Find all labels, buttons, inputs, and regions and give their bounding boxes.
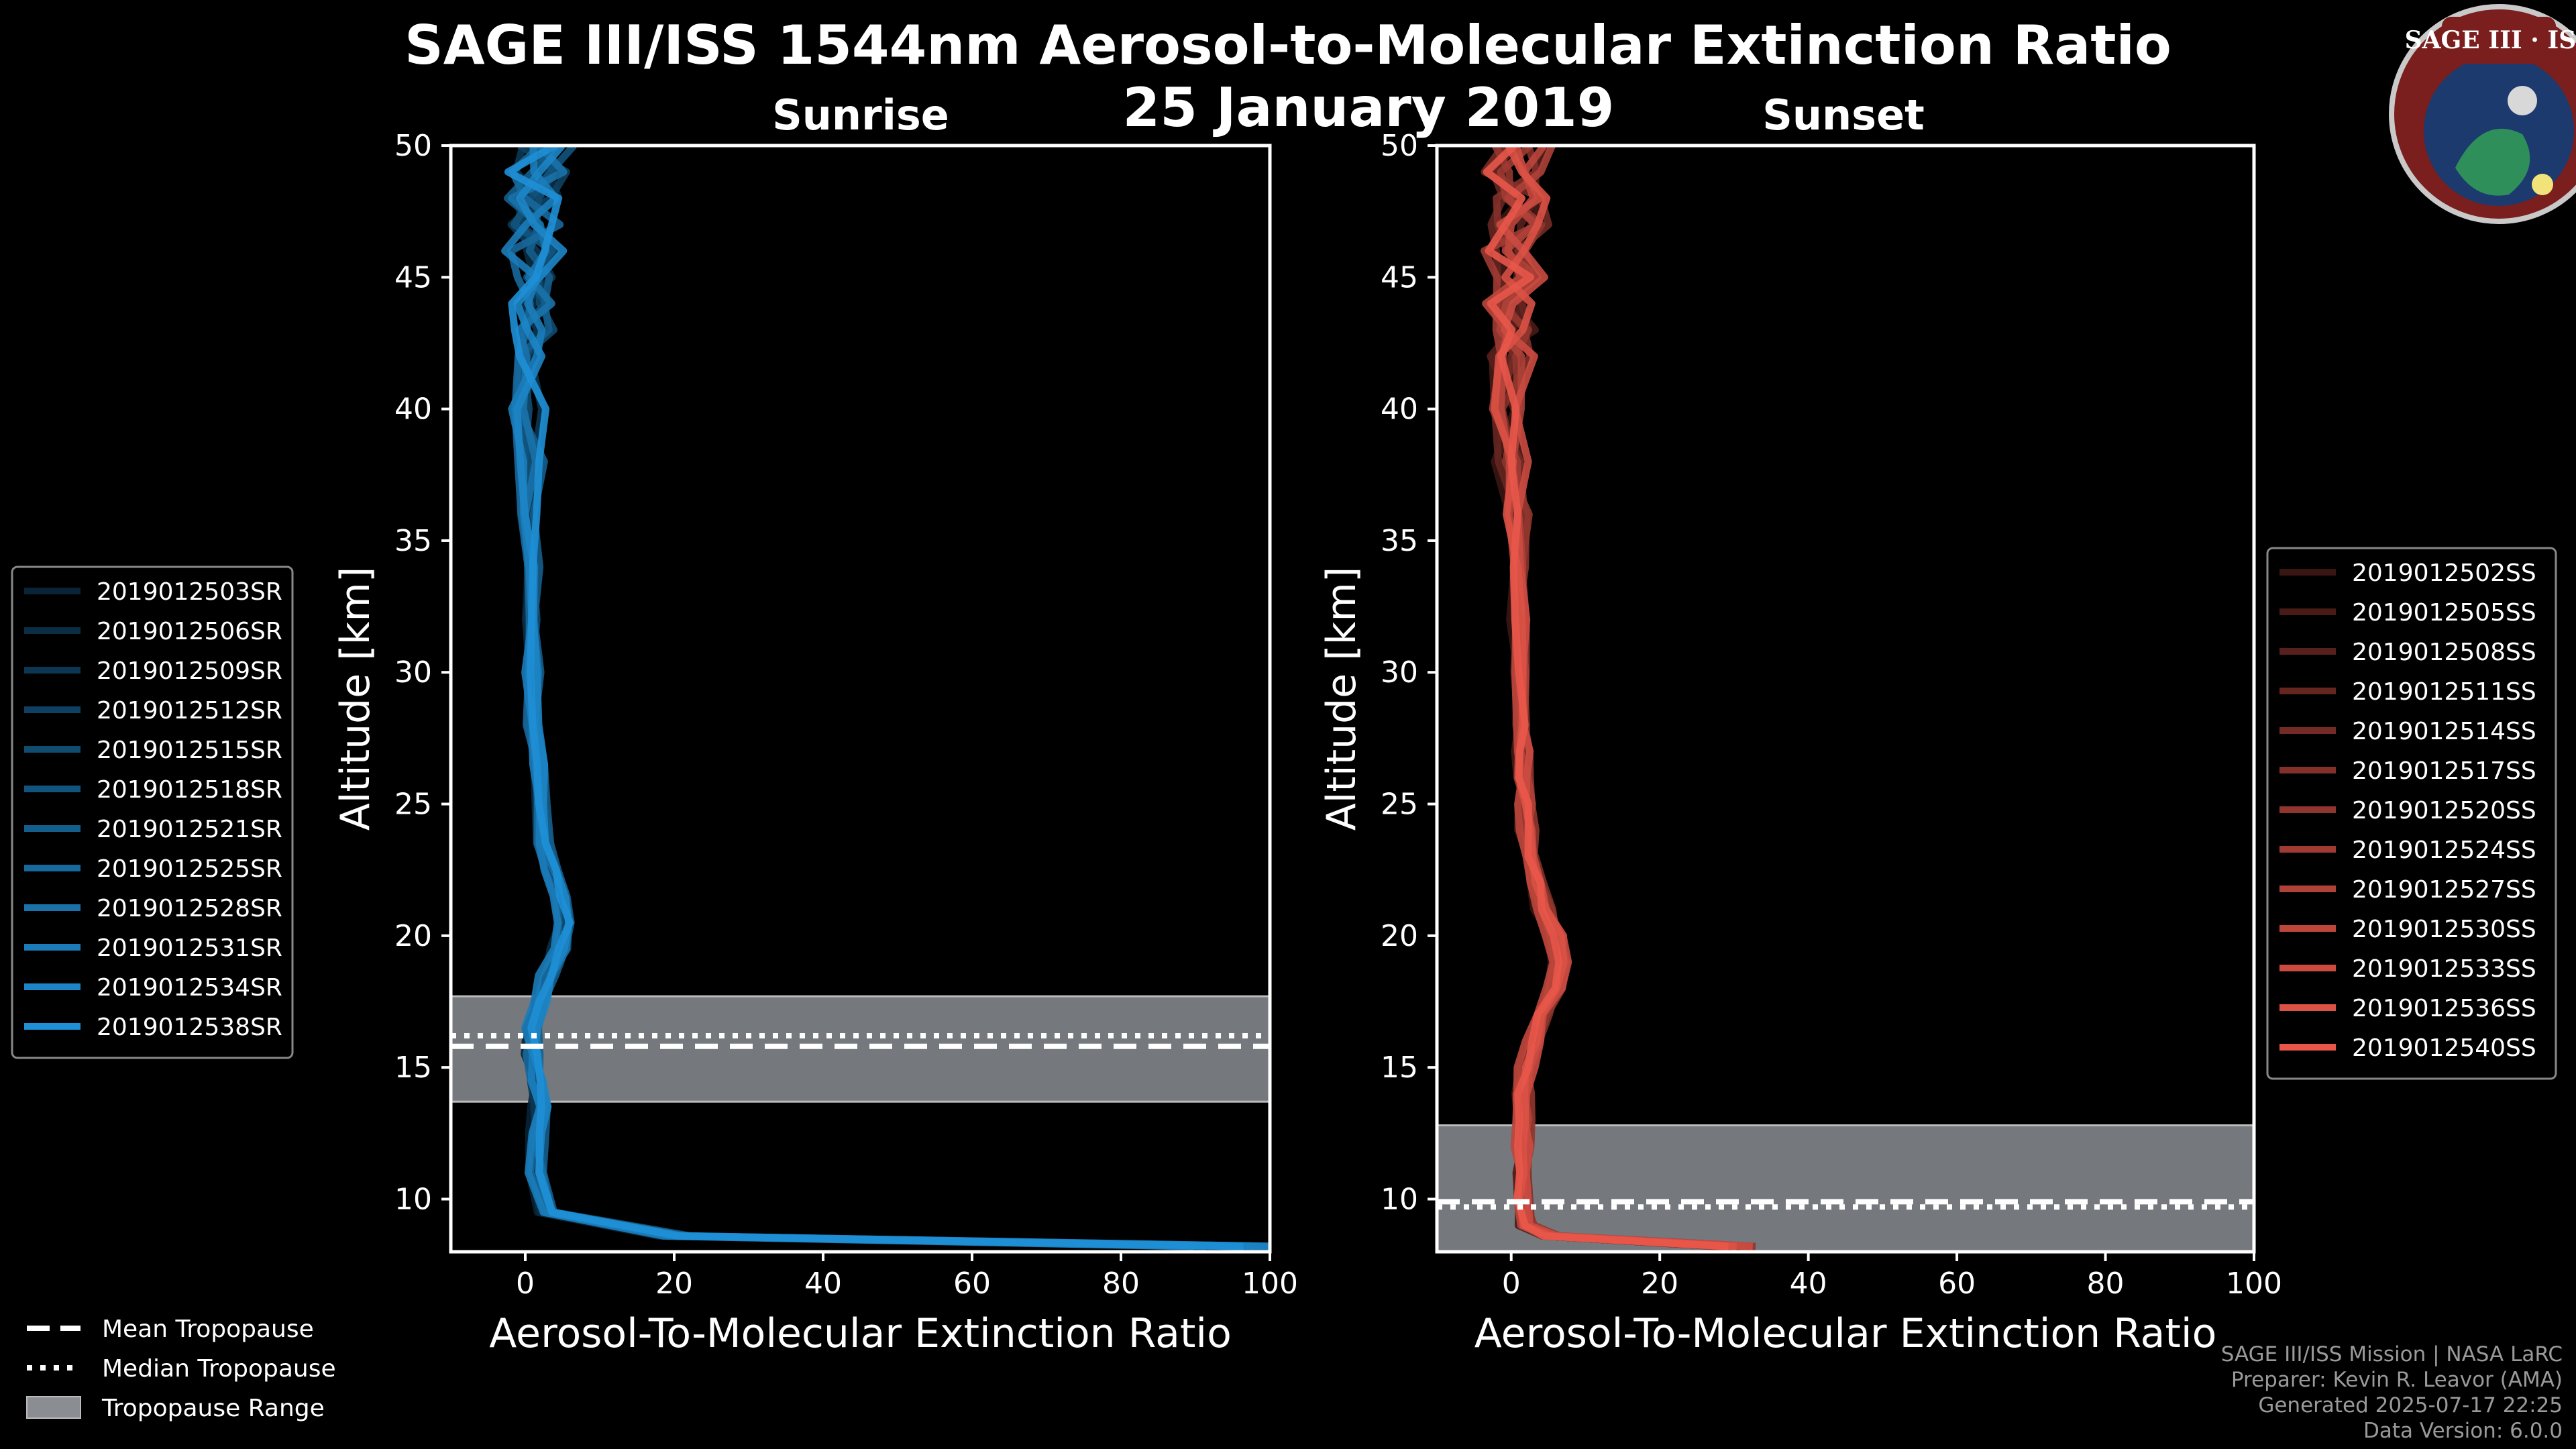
- y-tick-label: 50: [1381, 129, 1418, 163]
- x-tick-label: 100: [2226, 1267, 2282, 1301]
- y-tick-label: 25: [1381, 788, 1418, 822]
- y-tick-label: 10: [394, 1182, 432, 1216]
- sunset-axes-frame: [1435, 144, 2256, 1254]
- x-tick-label: 20: [1641, 1267, 1678, 1301]
- y-tick-label: 30: [1381, 655, 1418, 690]
- x-tick-label: 60: [953, 1267, 991, 1301]
- x-tick-label: 100: [1242, 1267, 1298, 1301]
- sunset-panel: 0 20 40 60 80 100 10 15 20 25 30 35 40 45 50 Aerosol-To…: [1318, 129, 2282, 1357]
- profile-line-2019012527SS: [1496, 146, 1746, 1250]
- y-tick-label: 35: [394, 524, 432, 558]
- y-tick-label: 25: [394, 788, 432, 822]
- y-axis-label: Altitude [km]: [332, 567, 379, 831]
- footer-mission: SAGE III/ISS Mission | NASA LaRC: [2220, 1342, 2563, 1366]
- sunset-plot-area: [1437, 146, 2254, 1252]
- x-tick-label: 40: [1790, 1267, 1827, 1301]
- x-tick-label: 0: [516, 1267, 535, 1301]
- main-title: SAGE III/ISS 1544nm Aerosol-to-Molecular…: [405, 14, 2171, 76]
- y-tick-label: 15: [394, 1051, 432, 1085]
- sunrise-panel-title: Sunrise: [772, 91, 949, 140]
- y-tick-label: 20: [394, 919, 432, 953]
- x-tick-label: 80: [2087, 1267, 2125, 1301]
- x-tick-label: 40: [804, 1267, 842, 1301]
- x-axis-label: Aerosol-To-Molecular Extinction Ratio: [1474, 1310, 2217, 1357]
- x-tick-label: 60: [1938, 1267, 1976, 1301]
- profile-line-2019012517SS: [1493, 146, 1751, 1250]
- x-tick-label: 0: [1502, 1267, 1521, 1301]
- y-tick-label: 15: [1381, 1051, 1418, 1085]
- y-tick-label: 50: [394, 129, 432, 163]
- x-tick-label: 80: [1102, 1267, 1140, 1301]
- sunrise-axes-frame: [449, 144, 1272, 1254]
- y-tick-label: 45: [1381, 260, 1418, 294]
- footer-generated: Generated 2025-07-17 22:25: [2258, 1393, 2563, 1417]
- profile-line-2019012540SS: [1483, 146, 1729, 1250]
- profile-line-2019012538SR: [504, 146, 1244, 1250]
- sunrise-panel: 0 20 40 60 80 100 10 15 20 25 30 35 40 45 50 Aerosol-To…: [332, 129, 1298, 1357]
- sunset-tropopause-range: [1437, 1124, 2254, 1252]
- y-axis-label: Altitude [km]: [1318, 567, 1365, 831]
- footer-preparer: Preparer: Kevin R. Leavor (AMA): [2231, 1368, 2563, 1392]
- y-tick-label: 30: [394, 655, 432, 690]
- x-axis-label: Aerosol-To-Molecular Extinction Ratio: [489, 1310, 1232, 1357]
- footer-credits: SAGE III/ISS Mission | NASA LaRC Prepare…: [1758, 1342, 2563, 1444]
- sunrise-plot-area: [451, 146, 1270, 1250]
- y-tick-label: 10: [1381, 1182, 1418, 1216]
- x-tick-label: 20: [655, 1267, 693, 1301]
- y-tick-label: 40: [394, 392, 432, 427]
- y-tick-label: 40: [1381, 392, 1418, 427]
- sunset-panel-title: Sunset: [1762, 91, 1925, 140]
- y-tick-label: 20: [1381, 919, 1418, 953]
- y-tick-label: 35: [1381, 524, 1418, 558]
- date-title: 25 January 2019: [1122, 76, 1615, 139]
- footer-data-version: Data Version: 6.0.0: [2363, 1419, 2563, 1443]
- y-tick-label: 45: [394, 260, 432, 294]
- profile-line-2019012533SS: [1496, 146, 1754, 1250]
